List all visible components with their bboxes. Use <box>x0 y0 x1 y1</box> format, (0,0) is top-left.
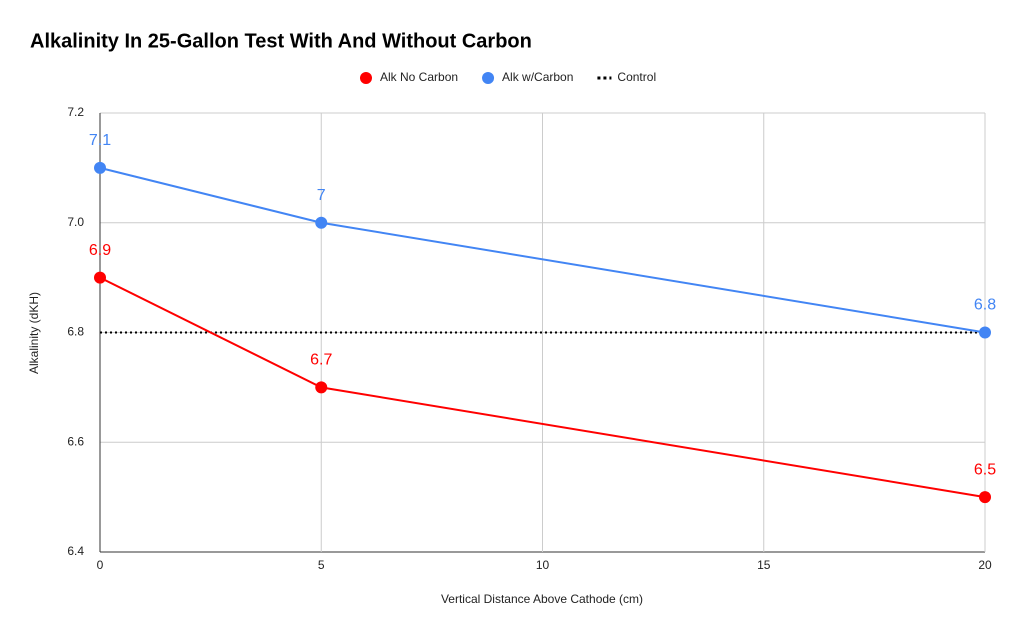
y-tick-label: 7.2 <box>67 105 84 119</box>
legend-label: Alk No Carbon <box>380 70 458 84</box>
y-tick-label: 6.6 <box>67 434 84 448</box>
point <box>979 326 991 339</box>
x-tick-label: 5 <box>318 558 325 572</box>
legend-swatch <box>482 72 495 84</box>
data-label: 6.5 <box>974 461 996 478</box>
point <box>315 216 328 229</box>
point <box>315 381 328 394</box>
y-axis-label: Alkalinity (dKH) <box>27 292 41 374</box>
point <box>94 271 106 284</box>
y-tick-label: 6.8 <box>67 325 84 339</box>
y-tick-label: 7.0 <box>67 215 84 229</box>
legend-swatch <box>360 72 372 84</box>
x-tick-label: 15 <box>757 558 771 572</box>
point <box>94 161 106 174</box>
y-tick-label: 6.4 <box>67 544 84 558</box>
data-label: 6.8 <box>974 297 996 314</box>
legend-label: Control <box>617 70 656 84</box>
x-tick-label: 10 <box>536 558 550 572</box>
x-axis-label: Vertical Distance Above Cathode (cm) <box>441 592 643 606</box>
x-tick-label: 20 <box>978 558 992 572</box>
data-label: 7 <box>317 187 326 204</box>
data-label: 6.7 <box>310 352 332 369</box>
data-label: 7.1 <box>89 132 111 149</box>
chart-title: Alkalinity In 25-Gallon Test With And Wi… <box>30 30 532 52</box>
point <box>979 491 991 504</box>
data-label: 6.9 <box>89 242 111 259</box>
x-tick-label: 0 <box>97 558 104 572</box>
legend-label: Alk w/Carbon <box>502 70 573 84</box>
